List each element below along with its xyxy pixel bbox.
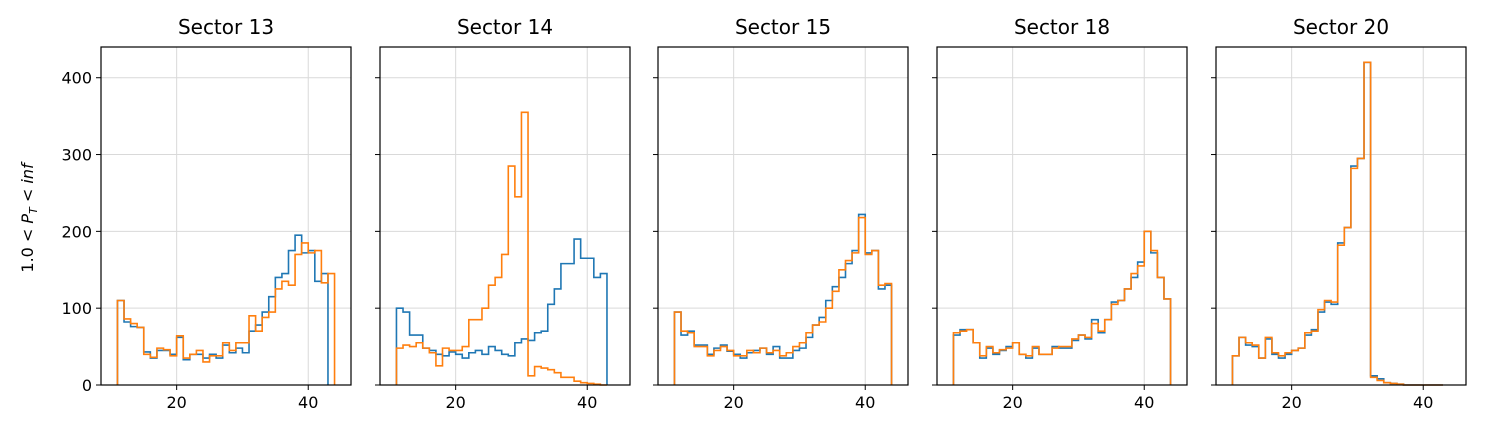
x-tick-label: 20 xyxy=(723,393,743,412)
x-tick-label: 20 xyxy=(1002,393,1022,412)
panel-title: Sector 18 xyxy=(1014,15,1110,39)
y-tick-label: 400 xyxy=(61,69,92,88)
histogram-series-2 xyxy=(116,242,336,385)
histogram-series-2 xyxy=(1231,61,1443,386)
panel-3: 20 40 Sector 15 xyxy=(653,15,909,412)
x-tick-label: 20 xyxy=(1281,393,1301,412)
y-axis-label: 1.0 < PT < inf xyxy=(18,161,40,273)
histogram-series-1 xyxy=(116,234,329,385)
axes-frame xyxy=(100,46,352,386)
panel-1: 0 100 200 300 400 20 40 Sector 13 xyxy=(61,15,352,412)
histogram-series-2 xyxy=(395,111,607,386)
panel-2: 20 40 Sector 14 xyxy=(375,15,631,412)
y-tick-label: 300 xyxy=(61,146,92,165)
panel-5: 20 40 Sector 20 xyxy=(1211,15,1467,412)
axes-frame xyxy=(379,46,631,386)
axes-frame xyxy=(936,46,1188,386)
panel-title: Sector 15 xyxy=(735,15,831,39)
x-tick-label: 20 xyxy=(166,393,186,412)
x-tick-label: 40 xyxy=(855,393,875,412)
panel-title: Sector 13 xyxy=(178,15,274,39)
x-tick-label: 40 xyxy=(1413,393,1433,412)
histogram-series-1 xyxy=(1231,61,1443,386)
axes-frame xyxy=(1215,46,1467,386)
histogram-series-2 xyxy=(952,230,1172,385)
x-tick-label: 40 xyxy=(1134,393,1154,412)
axes-frame xyxy=(657,46,909,386)
y-tick-label: 0 xyxy=(82,376,92,395)
histogram-series-1 xyxy=(395,238,608,385)
panel-4: 20 40 Sector 18 xyxy=(932,15,1188,412)
y-tick-label: 100 xyxy=(61,299,92,318)
histogram-series-2 xyxy=(673,216,893,385)
x-tick-label: 20 xyxy=(445,393,465,412)
x-tick-label: 40 xyxy=(298,393,318,412)
panel-title: Sector 14 xyxy=(457,15,553,39)
x-tick-label: 40 xyxy=(577,393,597,412)
y-tick-label: 200 xyxy=(61,222,92,241)
panel-title: Sector 20 xyxy=(1293,15,1389,39)
